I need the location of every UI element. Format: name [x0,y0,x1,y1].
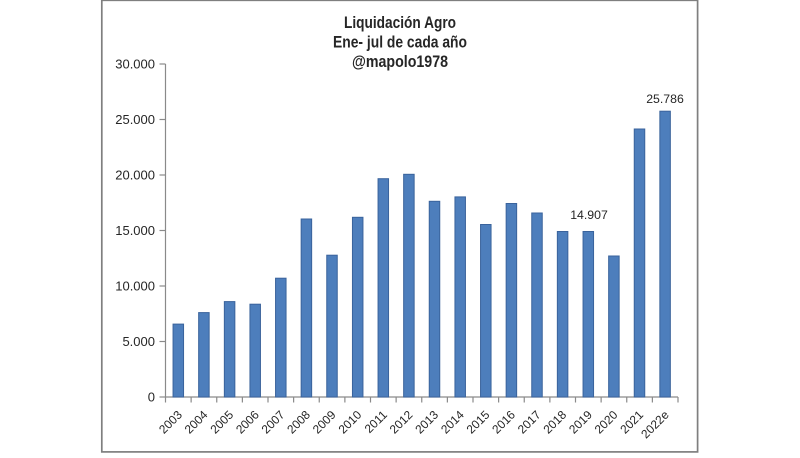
svg-text:30.000: 30.000 [115,57,155,72]
svg-text:25.000: 25.000 [115,112,155,127]
svg-text:10.000: 10.000 [115,279,155,294]
svg-text:25.786: 25.786 [646,92,684,106]
svg-text:Ene- jul de cada año: Ene- jul de cada año [333,33,467,51]
svg-text:20.000: 20.000 [115,168,155,183]
svg-text:14.907: 14.907 [570,208,608,222]
svg-text:0: 0 [148,390,155,405]
svg-text:@mapolo1978: @mapolo1978 [352,53,448,71]
svg-text:5.000: 5.000 [122,334,155,349]
svg-text:Liquidación Agro: Liquidación Agro [344,14,456,32]
svg-text:15.000: 15.000 [115,223,155,238]
